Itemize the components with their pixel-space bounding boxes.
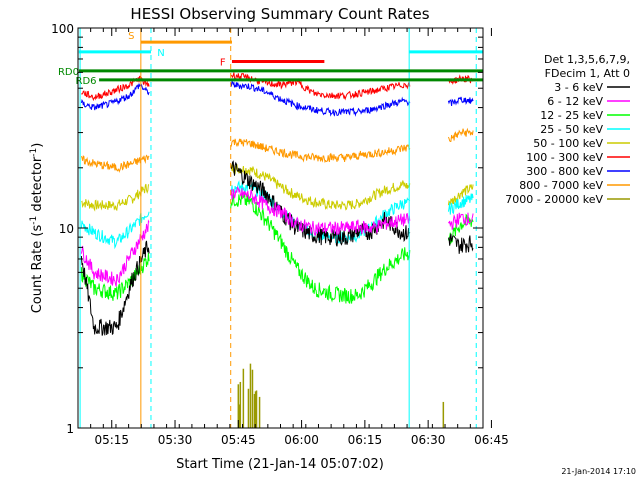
- generation-timestamp: 21-Jan-2014 17:10: [561, 467, 636, 476]
- series-line-0: [447, 233, 474, 254]
- state-marker-label: RD6: [76, 76, 97, 87]
- series-line-3: [447, 193, 474, 215]
- legend-entry-label: 100 - 300 keV: [526, 151, 603, 164]
- series-line-7: [80, 154, 150, 173]
- legend-entry-label: 3 - 6 keV: [554, 81, 603, 94]
- state-marker-label: RD0: [58, 67, 79, 78]
- series-line-4: [81, 183, 150, 212]
- legend-header-line-1: Det 1,3,5,6,7,9,: [544, 53, 630, 66]
- y-axis-label: Count Rate (s-1 detector-1): [29, 143, 45, 314]
- legend-header-line-2: FDecim 1, Att 0: [545, 67, 630, 80]
- x-tick-label: 06:45: [474, 433, 509, 447]
- x-tick-label: 05:15: [94, 433, 129, 447]
- high-energy-bars: [237, 363, 445, 428]
- series-line-0: [230, 160, 411, 247]
- y-tick-label: 100: [51, 22, 74, 36]
- series-line-6: [230, 80, 411, 117]
- state-marker-label: S: [128, 31, 134, 42]
- state-marker-label: N: [157, 48, 164, 59]
- series-line-2: [230, 191, 411, 304]
- x-tick-label: 06:00: [284, 433, 319, 447]
- chart-title: HESSI Observing Summary Count Rates: [130, 5, 429, 23]
- series-line-1: [230, 185, 411, 236]
- legend: Det 1,3,5,6,7,9, FDecim 1, Att 0 3 - 6 k…: [505, 53, 630, 206]
- x-tick-label: 06:30: [411, 433, 446, 447]
- series-line-6: [447, 96, 474, 106]
- state-marker-label: F: [220, 57, 226, 68]
- legend-entry-label: 6 - 12 keV: [547, 95, 603, 108]
- y-tick-label: 10: [59, 222, 74, 236]
- series-line-1: [80, 219, 150, 287]
- series-line-0: [80, 240, 150, 336]
- legend-entry-label: 7000 - 20000 keV: [505, 193, 603, 206]
- series-line-1: [448, 212, 474, 230]
- series-line-4: [447, 184, 474, 206]
- series-line-4: [230, 164, 411, 211]
- x-tick-label: 05:45: [221, 433, 256, 447]
- series-line-5: [230, 72, 411, 101]
- y-tick-label: 1: [66, 422, 74, 436]
- x-tick-label: 05:30: [158, 433, 193, 447]
- series-line-7: [447, 127, 474, 143]
- x-axis-label: Start Time (21-Jan-14 05:07:02): [176, 457, 384, 472]
- legend-entry-label: 25 - 50 keV: [540, 123, 603, 136]
- legend-entry-label: 50 - 100 keV: [533, 137, 603, 150]
- series-layer: [80, 72, 474, 336]
- x-tick-label: 06:15: [348, 433, 383, 447]
- series-line-3: [80, 211, 150, 250]
- legend-entry-label: 300 - 800 keV: [526, 165, 603, 178]
- legend-entry-label: 12 - 25 keV: [540, 109, 603, 122]
- series-line-6: [80, 83, 150, 111]
- series-line-7: [230, 138, 411, 164]
- axes: 05:15 05:30 05:45 06:00 06:15 06:30 06:45 100 10…: [51, 22, 509, 447]
- series-line-2: [80, 252, 150, 301]
- legend-entry-label: 800 - 7000 keV: [519, 179, 603, 192]
